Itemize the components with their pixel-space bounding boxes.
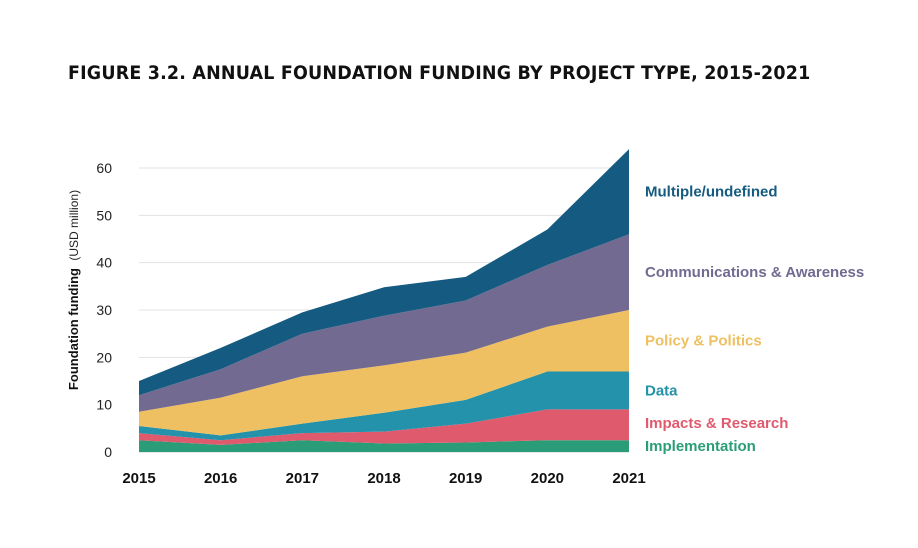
x-tick-label: 2016 — [204, 470, 237, 487]
area-policy-politics — [139, 310, 629, 436]
area-impacts-research — [139, 409, 629, 445]
area-series-group — [139, 149, 629, 452]
y-tick-label: 50 — [96, 207, 112, 223]
y-tick-label: 30 — [96, 302, 112, 318]
x-tick-label: 2018 — [367, 470, 400, 487]
legend-label-data: Data — [645, 382, 678, 399]
legend: Implementation Impacts & Research Data Poli… — [645, 184, 864, 455]
x-tick-label: 2017 — [286, 470, 319, 487]
legend-label-implementation: Implementation — [645, 438, 756, 455]
area-communications-awareness — [139, 234, 629, 412]
y-tick-label: 60 — [96, 160, 112, 176]
legend-label-impacts-research: Impacts & Research — [645, 415, 788, 432]
y-tick-label: 0 — [104, 444, 112, 460]
y-tick-label: 20 — [96, 349, 112, 365]
y-tick-label: 10 — [96, 397, 112, 413]
legend-label-multiple-undefined: Multiple/undefined — [645, 184, 778, 201]
legend-label-communications-awareness: Communications & Awareness — [645, 264, 864, 281]
y-tick-label: 40 — [96, 255, 112, 271]
x-tick-label: 2020 — [531, 470, 564, 487]
y-axis-label: Foundation funding (USD million) — [65, 190, 82, 390]
x-tick-label: 2015 — [122, 470, 155, 487]
y-axis-label-main: Foundation funding — [66, 268, 81, 390]
y-axis-label-unit: (USD million) — [67, 190, 81, 261]
area-multiple-undefined — [139, 149, 629, 396]
area-implementation — [139, 440, 629, 452]
x-tick-label: 2019 — [449, 470, 482, 487]
y-axis-ticks: 0 10 20 30 40 50 60 — [96, 160, 112, 460]
x-axis-ticks: 2015 2016 2017 2018 2019 2020 2021 — [122, 470, 645, 487]
x-tick-label: 2021 — [612, 470, 645, 487]
chart-title: FIGURE 3.2. ANNUAL FOUNDATION FUNDING BY… — [68, 62, 811, 84]
area-data — [139, 371, 629, 441]
legend-label-policy-politics: Policy & Politics — [645, 333, 762, 350]
